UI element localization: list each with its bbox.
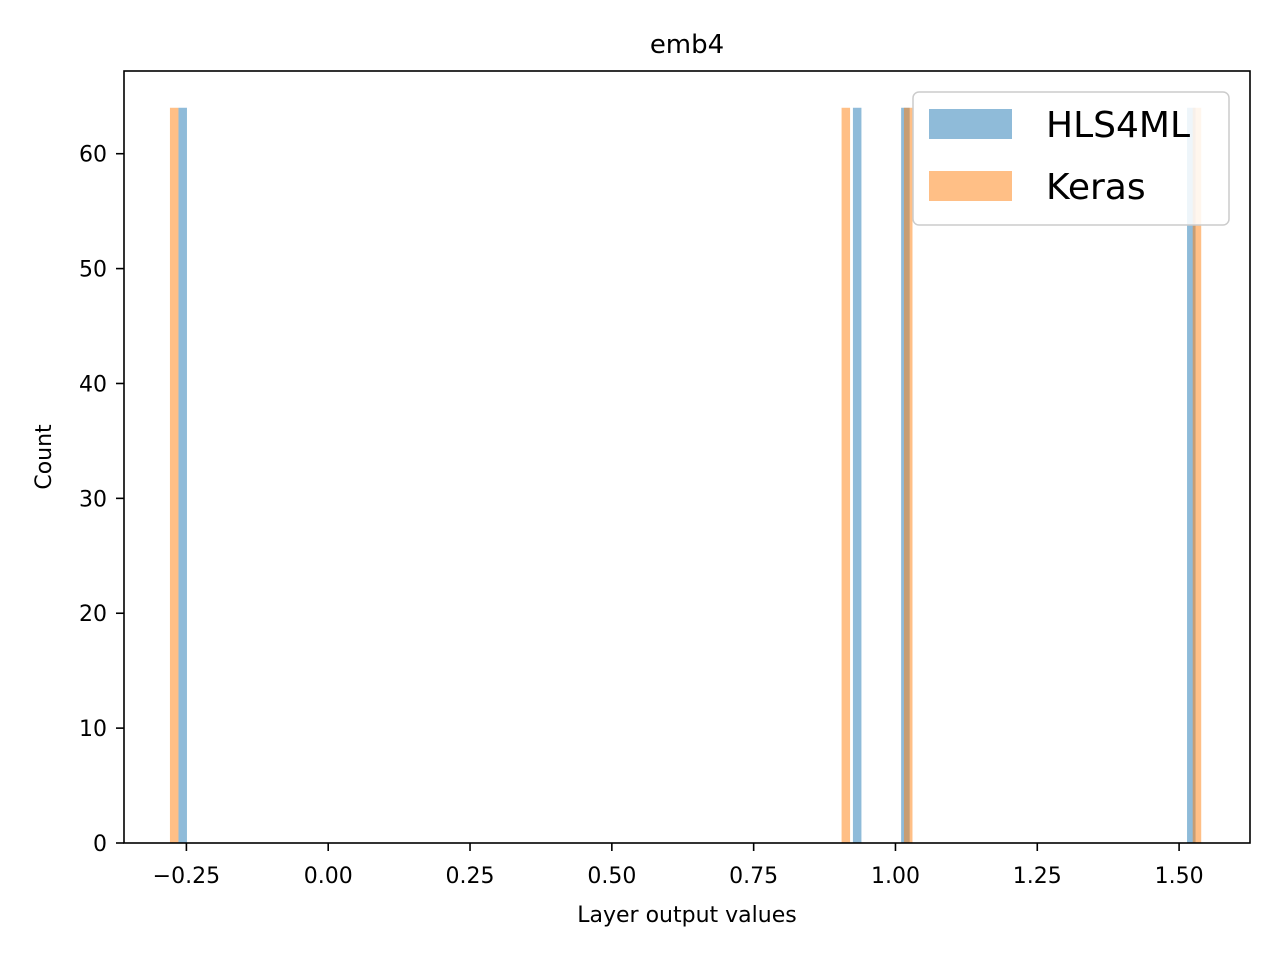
bar-hls4ml-3 bbox=[1187, 107, 1196, 843]
legend-label-hls4ml: HLS4ML bbox=[1046, 105, 1190, 146]
x-axis-label: Layer output values bbox=[577, 903, 796, 928]
chart-title: emb4 bbox=[650, 30, 724, 60]
legend-label-keras: Keras bbox=[1046, 167, 1146, 208]
bar-hls4ml-0 bbox=[178, 107, 187, 843]
bar-hls4ml-1 bbox=[852, 107, 862, 843]
bars-layer bbox=[169, 107, 1202, 843]
y-tick-label: 40 bbox=[79, 372, 107, 397]
plot-frame bbox=[123, 70, 1251, 844]
y-axis-label: Count bbox=[32, 424, 57, 490]
x-tick-label: 1.50 bbox=[1155, 864, 1204, 889]
x-tick-label: 0.75 bbox=[729, 864, 778, 889]
y-tick-label: 60 bbox=[79, 143, 107, 168]
y-tick-label: 10 bbox=[79, 717, 107, 742]
x-tick-label: 0.00 bbox=[304, 864, 353, 889]
bar-keras-3 bbox=[1192, 107, 1202, 843]
x-axis: −0.25 0.00 0.25 0.50 0.75 1.00 1.25 1.50 bbox=[153, 843, 1204, 889]
x-tick-label: 0.25 bbox=[446, 864, 495, 889]
y-tick-label: 50 bbox=[79, 258, 107, 283]
x-tick-label: 1.00 bbox=[871, 864, 920, 889]
bar-keras-1 bbox=[841, 107, 851, 843]
bar-keras-0 bbox=[169, 107, 179, 843]
legend-swatch-keras bbox=[929, 171, 1012, 201]
x-tick-label: 0.50 bbox=[587, 864, 636, 889]
y-tick-label: 30 bbox=[79, 487, 107, 512]
legend: HLS4ML Keras bbox=[912, 91, 1230, 226]
legend-swatch-hls4ml bbox=[929, 109, 1012, 139]
y-axis: 0 10 20 30 40 50 60 bbox=[79, 143, 124, 857]
x-tick-label: −0.25 bbox=[153, 864, 220, 889]
y-tick-label: 0 bbox=[93, 832, 107, 857]
bar-keras-2 bbox=[903, 107, 913, 843]
y-tick-label: 20 bbox=[79, 602, 107, 627]
x-tick-label: 1.25 bbox=[1013, 864, 1062, 889]
